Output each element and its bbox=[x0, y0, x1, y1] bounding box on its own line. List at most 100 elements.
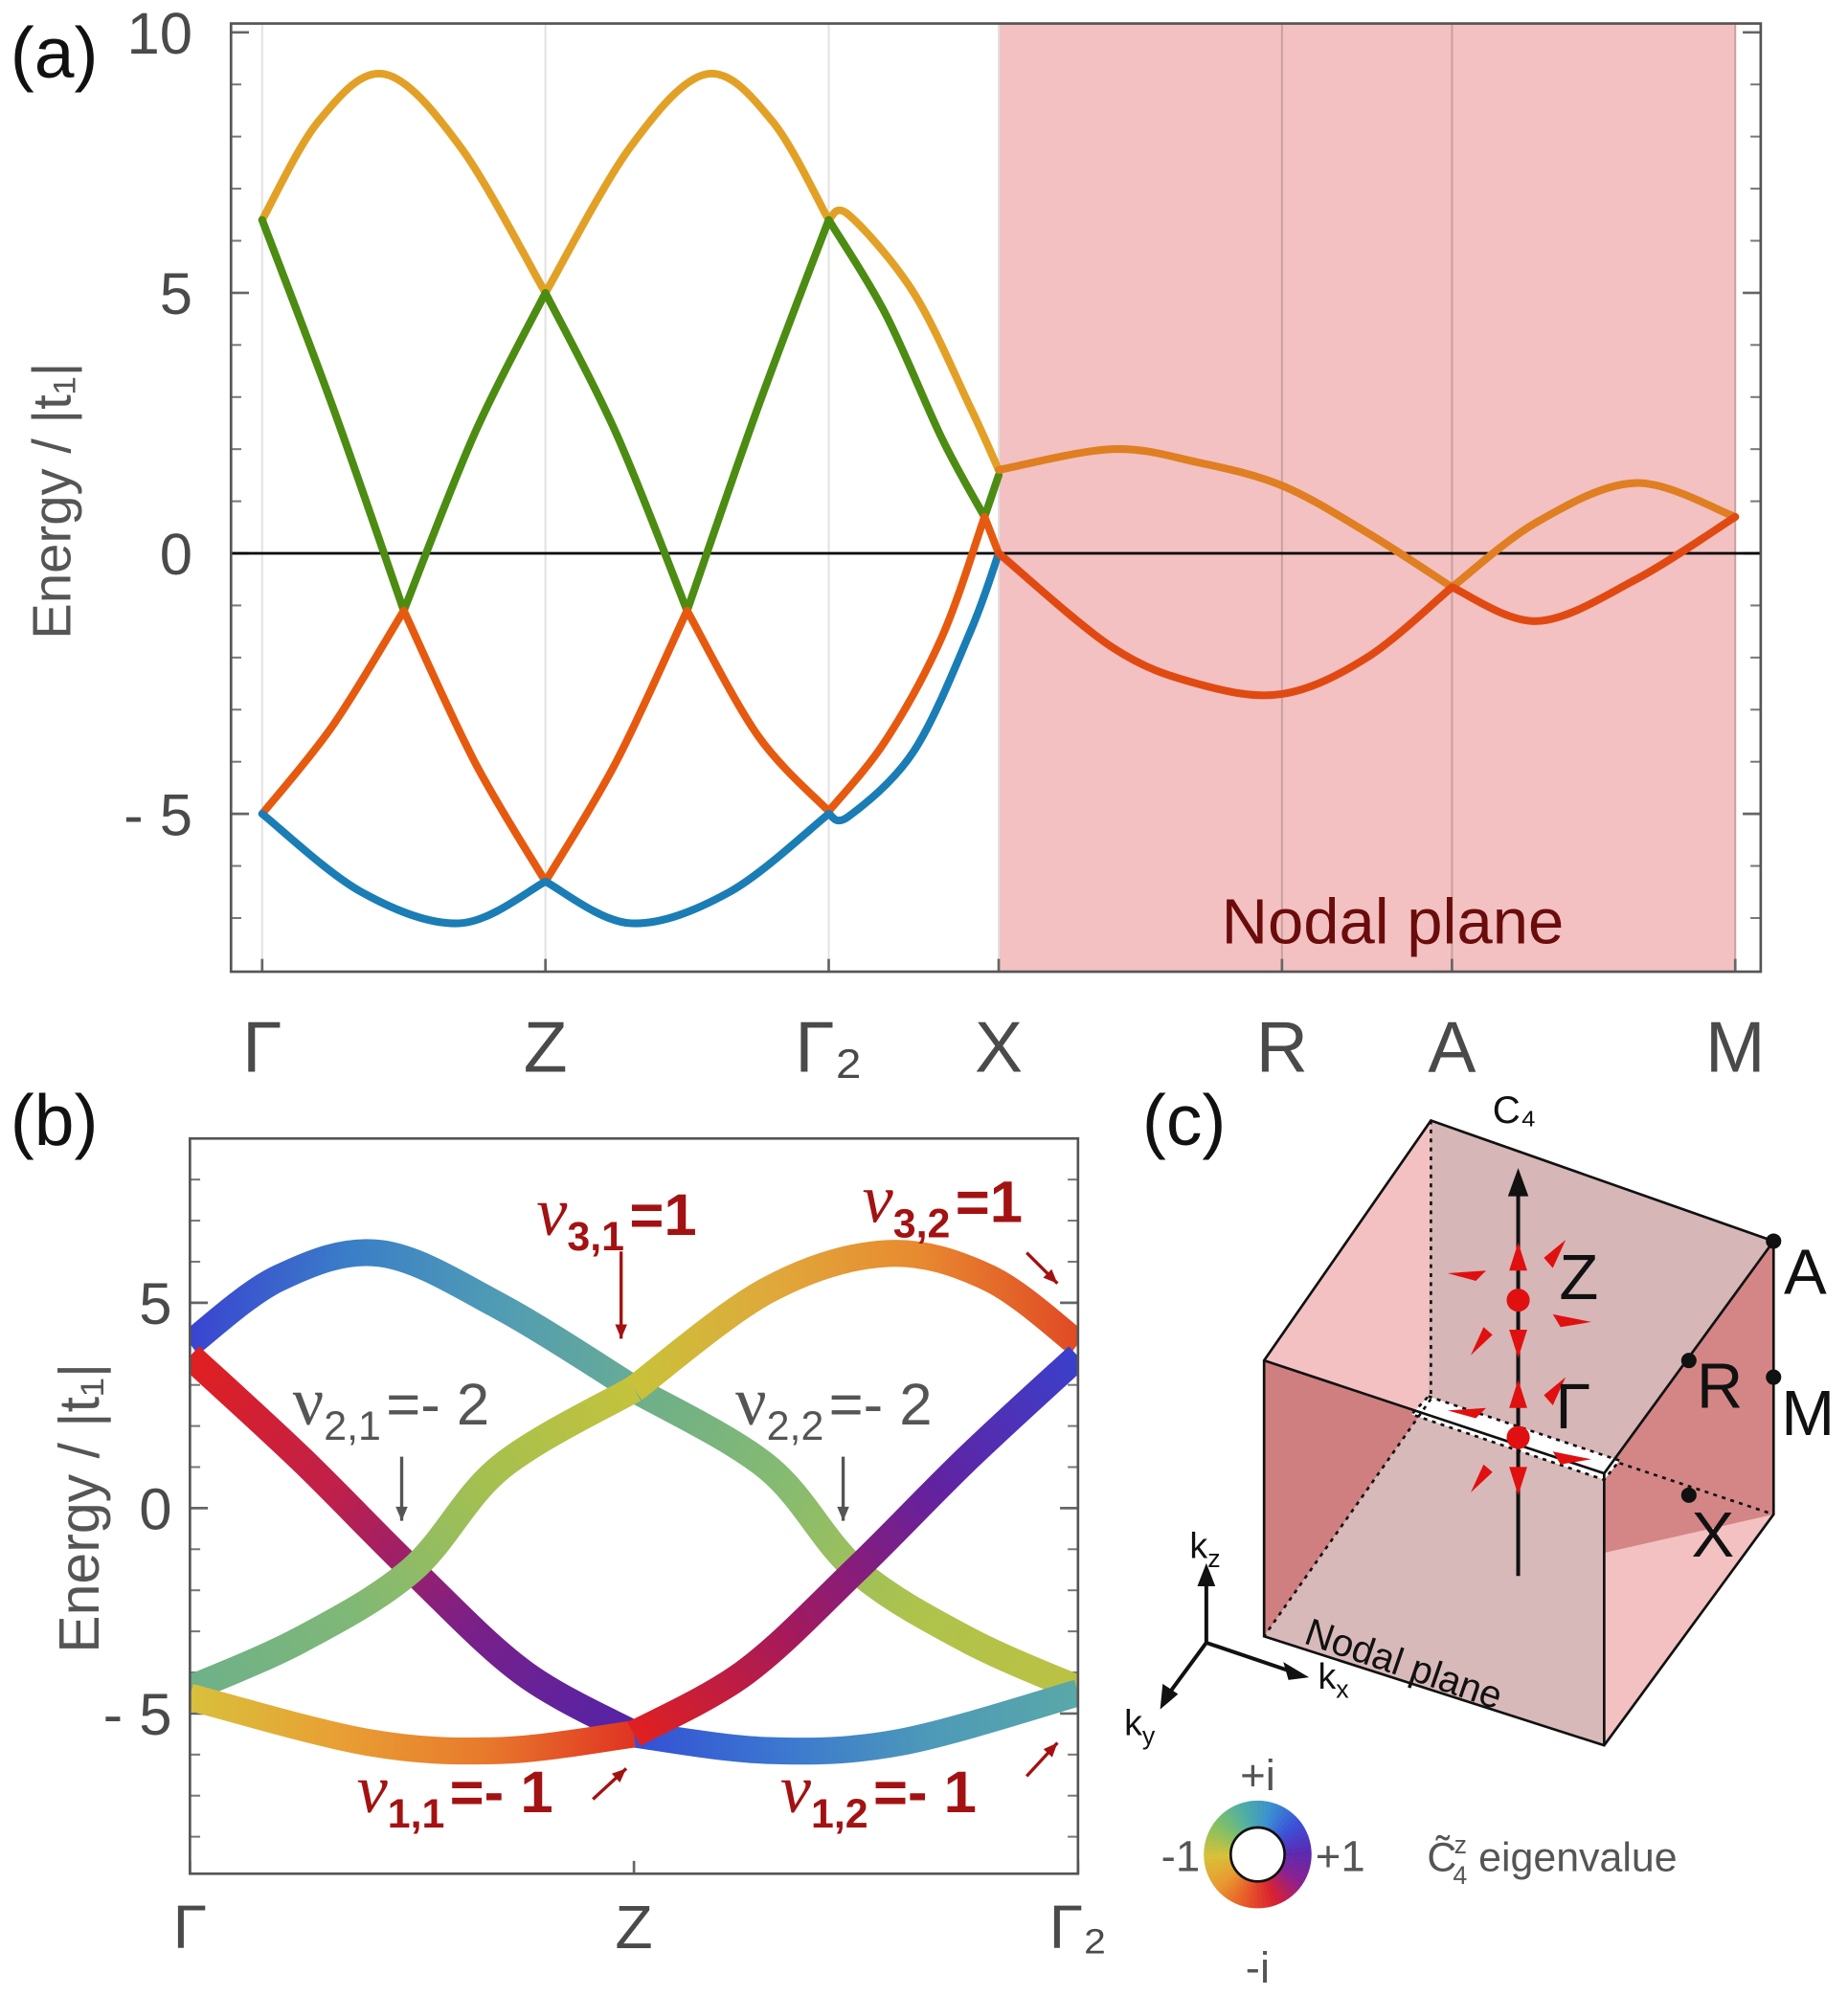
cone bbox=[1447, 1270, 1487, 1282]
arrowhead bbox=[1507, 1168, 1529, 1197]
k: k bbox=[1318, 1656, 1336, 1696]
cone bbox=[1470, 1327, 1493, 1356]
wheel-segment bbox=[1283, 1858, 1311, 1869]
band bbox=[980, 471, 1003, 521]
panel-label: (a) bbox=[11, 12, 99, 93]
nu: ν bbox=[357, 1751, 389, 1828]
tail: eigenvalue bbox=[1467, 1835, 1677, 1881]
wheel-segment bbox=[1252, 1800, 1258, 1828]
wheel-segment bbox=[1277, 1819, 1302, 1839]
axis-label: C₄ bbox=[1493, 1088, 1536, 1132]
points bbox=[1680, 1233, 1782, 1503]
band bbox=[541, 288, 691, 615]
nu-suffix: =1 bbox=[956, 1169, 1023, 1235]
wheel-segment bbox=[1276, 1816, 1299, 1838]
wheel-segment bbox=[1281, 1863, 1309, 1877]
wheel-segment bbox=[1208, 1827, 1235, 1844]
nu-sub: 3,1 bbox=[567, 1214, 624, 1260]
y-tick-label: - 5 bbox=[103, 1682, 172, 1748]
arrowhead bbox=[615, 1324, 627, 1339]
nu-sub: 2,2 bbox=[767, 1403, 824, 1449]
wheel-title: C̃z 4 eigenvalue bbox=[1427, 1830, 1677, 1890]
x-tick-label: Γ bbox=[173, 1893, 207, 1962]
wheel-segment bbox=[1276, 1872, 1299, 1893]
wheel-segment bbox=[1230, 1805, 1247, 1831]
x-tick-label: M bbox=[1705, 1007, 1766, 1088]
band bbox=[399, 606, 550, 886]
k-sub: y bbox=[1142, 1721, 1156, 1750]
wheel-segment bbox=[1279, 1823, 1305, 1842]
wheel-segment bbox=[1271, 1807, 1289, 1833]
wheel-segment bbox=[1204, 1840, 1232, 1850]
wheel-segment bbox=[1210, 1868, 1236, 1886]
band bbox=[824, 512, 989, 816]
arrowhead bbox=[611, 1768, 627, 1783]
wheel-segment bbox=[1206, 1835, 1233, 1848]
wheel-segment bbox=[1219, 1873, 1241, 1896]
c: C̃ bbox=[1427, 1834, 1456, 1880]
band bbox=[258, 215, 408, 615]
band bbox=[541, 606, 691, 886]
wheel-segment bbox=[1213, 1870, 1237, 1890]
y-tick-label: - 5 bbox=[124, 782, 192, 848]
band bbox=[541, 810, 833, 928]
point-label: X bbox=[1691, 1499, 1734, 1571]
x-tick-label: Z bbox=[524, 1007, 568, 1088]
wheel-label: -1 bbox=[1161, 1832, 1200, 1881]
band bbox=[824, 215, 989, 521]
band bbox=[824, 206, 1003, 474]
nu-suffix: =- 1 bbox=[450, 1760, 553, 1826]
arrowhead bbox=[1043, 1742, 1058, 1758]
wheel-segment bbox=[1252, 1881, 1258, 1909]
wheel-segment bbox=[1213, 1819, 1237, 1840]
y-tick-label: 5 bbox=[139, 1271, 171, 1337]
wheel-segment bbox=[1223, 1874, 1243, 1899]
annotation: ν3,1 =1 bbox=[536, 1174, 696, 1260]
nu-suffix: =- 1 bbox=[873, 1760, 977, 1826]
annotation: ν1,2 =- 1 bbox=[780, 1751, 977, 1837]
band bbox=[683, 215, 833, 615]
plot: Γ Z Γ₂ X R A M 10 5 0 - 5 Nodal plane bbox=[124, 1, 1765, 1088]
point bbox=[1766, 1369, 1782, 1385]
wheel-segment bbox=[1264, 1879, 1276, 1907]
spins bbox=[1447, 1240, 1591, 1495]
wheel-segment bbox=[1234, 1804, 1249, 1830]
panel-label: (b) bbox=[11, 1080, 99, 1160]
x-tick-label: A bbox=[1428, 1007, 1476, 1088]
y-tick-label: 5 bbox=[160, 261, 192, 327]
wheel-segment bbox=[1262, 1880, 1273, 1908]
band bbox=[190, 1239, 642, 1401]
band bbox=[632, 1679, 1078, 1765]
nu: ν bbox=[735, 1363, 767, 1440]
annotation: ν3,2 =1 bbox=[863, 1160, 1023, 1246]
region-label: Nodal plane bbox=[1222, 886, 1565, 958]
nu: ν bbox=[293, 1363, 325, 1440]
wheel-segment bbox=[1234, 1878, 1249, 1906]
band bbox=[994, 549, 1456, 700]
wheel-segment bbox=[1243, 1801, 1253, 1828]
nu-suffix: =- 2 bbox=[386, 1372, 489, 1438]
cone bbox=[1509, 1379, 1527, 1408]
band bbox=[1448, 512, 1740, 625]
wheel-segment bbox=[1273, 1874, 1293, 1899]
band bbox=[258, 69, 550, 297]
wheel-label: -i bbox=[1246, 1943, 1270, 1992]
wheel-segment bbox=[1216, 1816, 1239, 1838]
cone bbox=[1470, 1464, 1493, 1493]
nu: ν bbox=[536, 1174, 568, 1250]
k-sub: z bbox=[1207, 1544, 1220, 1573]
x-tick-label: Γ bbox=[242, 1007, 282, 1088]
wheel-segment bbox=[1205, 1859, 1232, 1869]
wheel-segment bbox=[1204, 1854, 1231, 1860]
annotation: ν1,1 =- 1 bbox=[357, 1751, 553, 1837]
y-axis-label: Energy / |t₁| bbox=[49, 1363, 111, 1653]
wheel-label: +i bbox=[1240, 1751, 1275, 1800]
wheel-segment bbox=[1274, 1812, 1296, 1836]
wheel-segment bbox=[1269, 1805, 1285, 1831]
k-sub: x bbox=[1336, 1675, 1349, 1704]
wheel-segment bbox=[1210, 1823, 1236, 1842]
wheel-segment bbox=[1208, 1866, 1235, 1882]
